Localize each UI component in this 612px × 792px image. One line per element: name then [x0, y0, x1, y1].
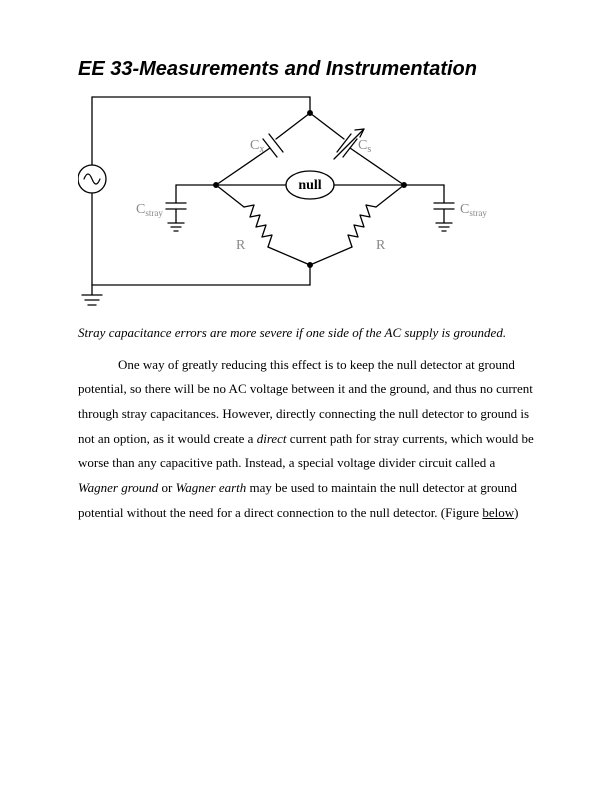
para-text-3: or	[158, 480, 175, 495]
page: EE 33-Measurements and Instrumentation	[0, 0, 612, 565]
r-right-label: R	[376, 238, 386, 253]
figure-link[interactable]: below	[482, 505, 514, 520]
para-ital-2: Wagner ground	[78, 480, 158, 495]
null-label: null	[298, 178, 321, 193]
para-ital-1: direct	[257, 431, 287, 446]
cstray-left-label: Cstray	[136, 202, 163, 218]
cs-label: Cs	[358, 138, 371, 155]
page-title: EE 33-Measurements and Instrumentation	[78, 58, 534, 81]
cstray-right-label: Cstray	[460, 202, 487, 218]
figure-caption: Stray capacitance errors are more severe…	[78, 323, 534, 343]
r-left-label: R	[236, 238, 246, 253]
para-ital-3: Wagner earth	[176, 480, 247, 495]
body-paragraph: One way of greatly reducing this effect …	[78, 353, 534, 526]
cx-label: Cx	[250, 138, 264, 155]
para-text-5: )	[514, 505, 518, 520]
circuit-diagram: null Cx Cs Cstray Cstray R R	[78, 85, 534, 315]
